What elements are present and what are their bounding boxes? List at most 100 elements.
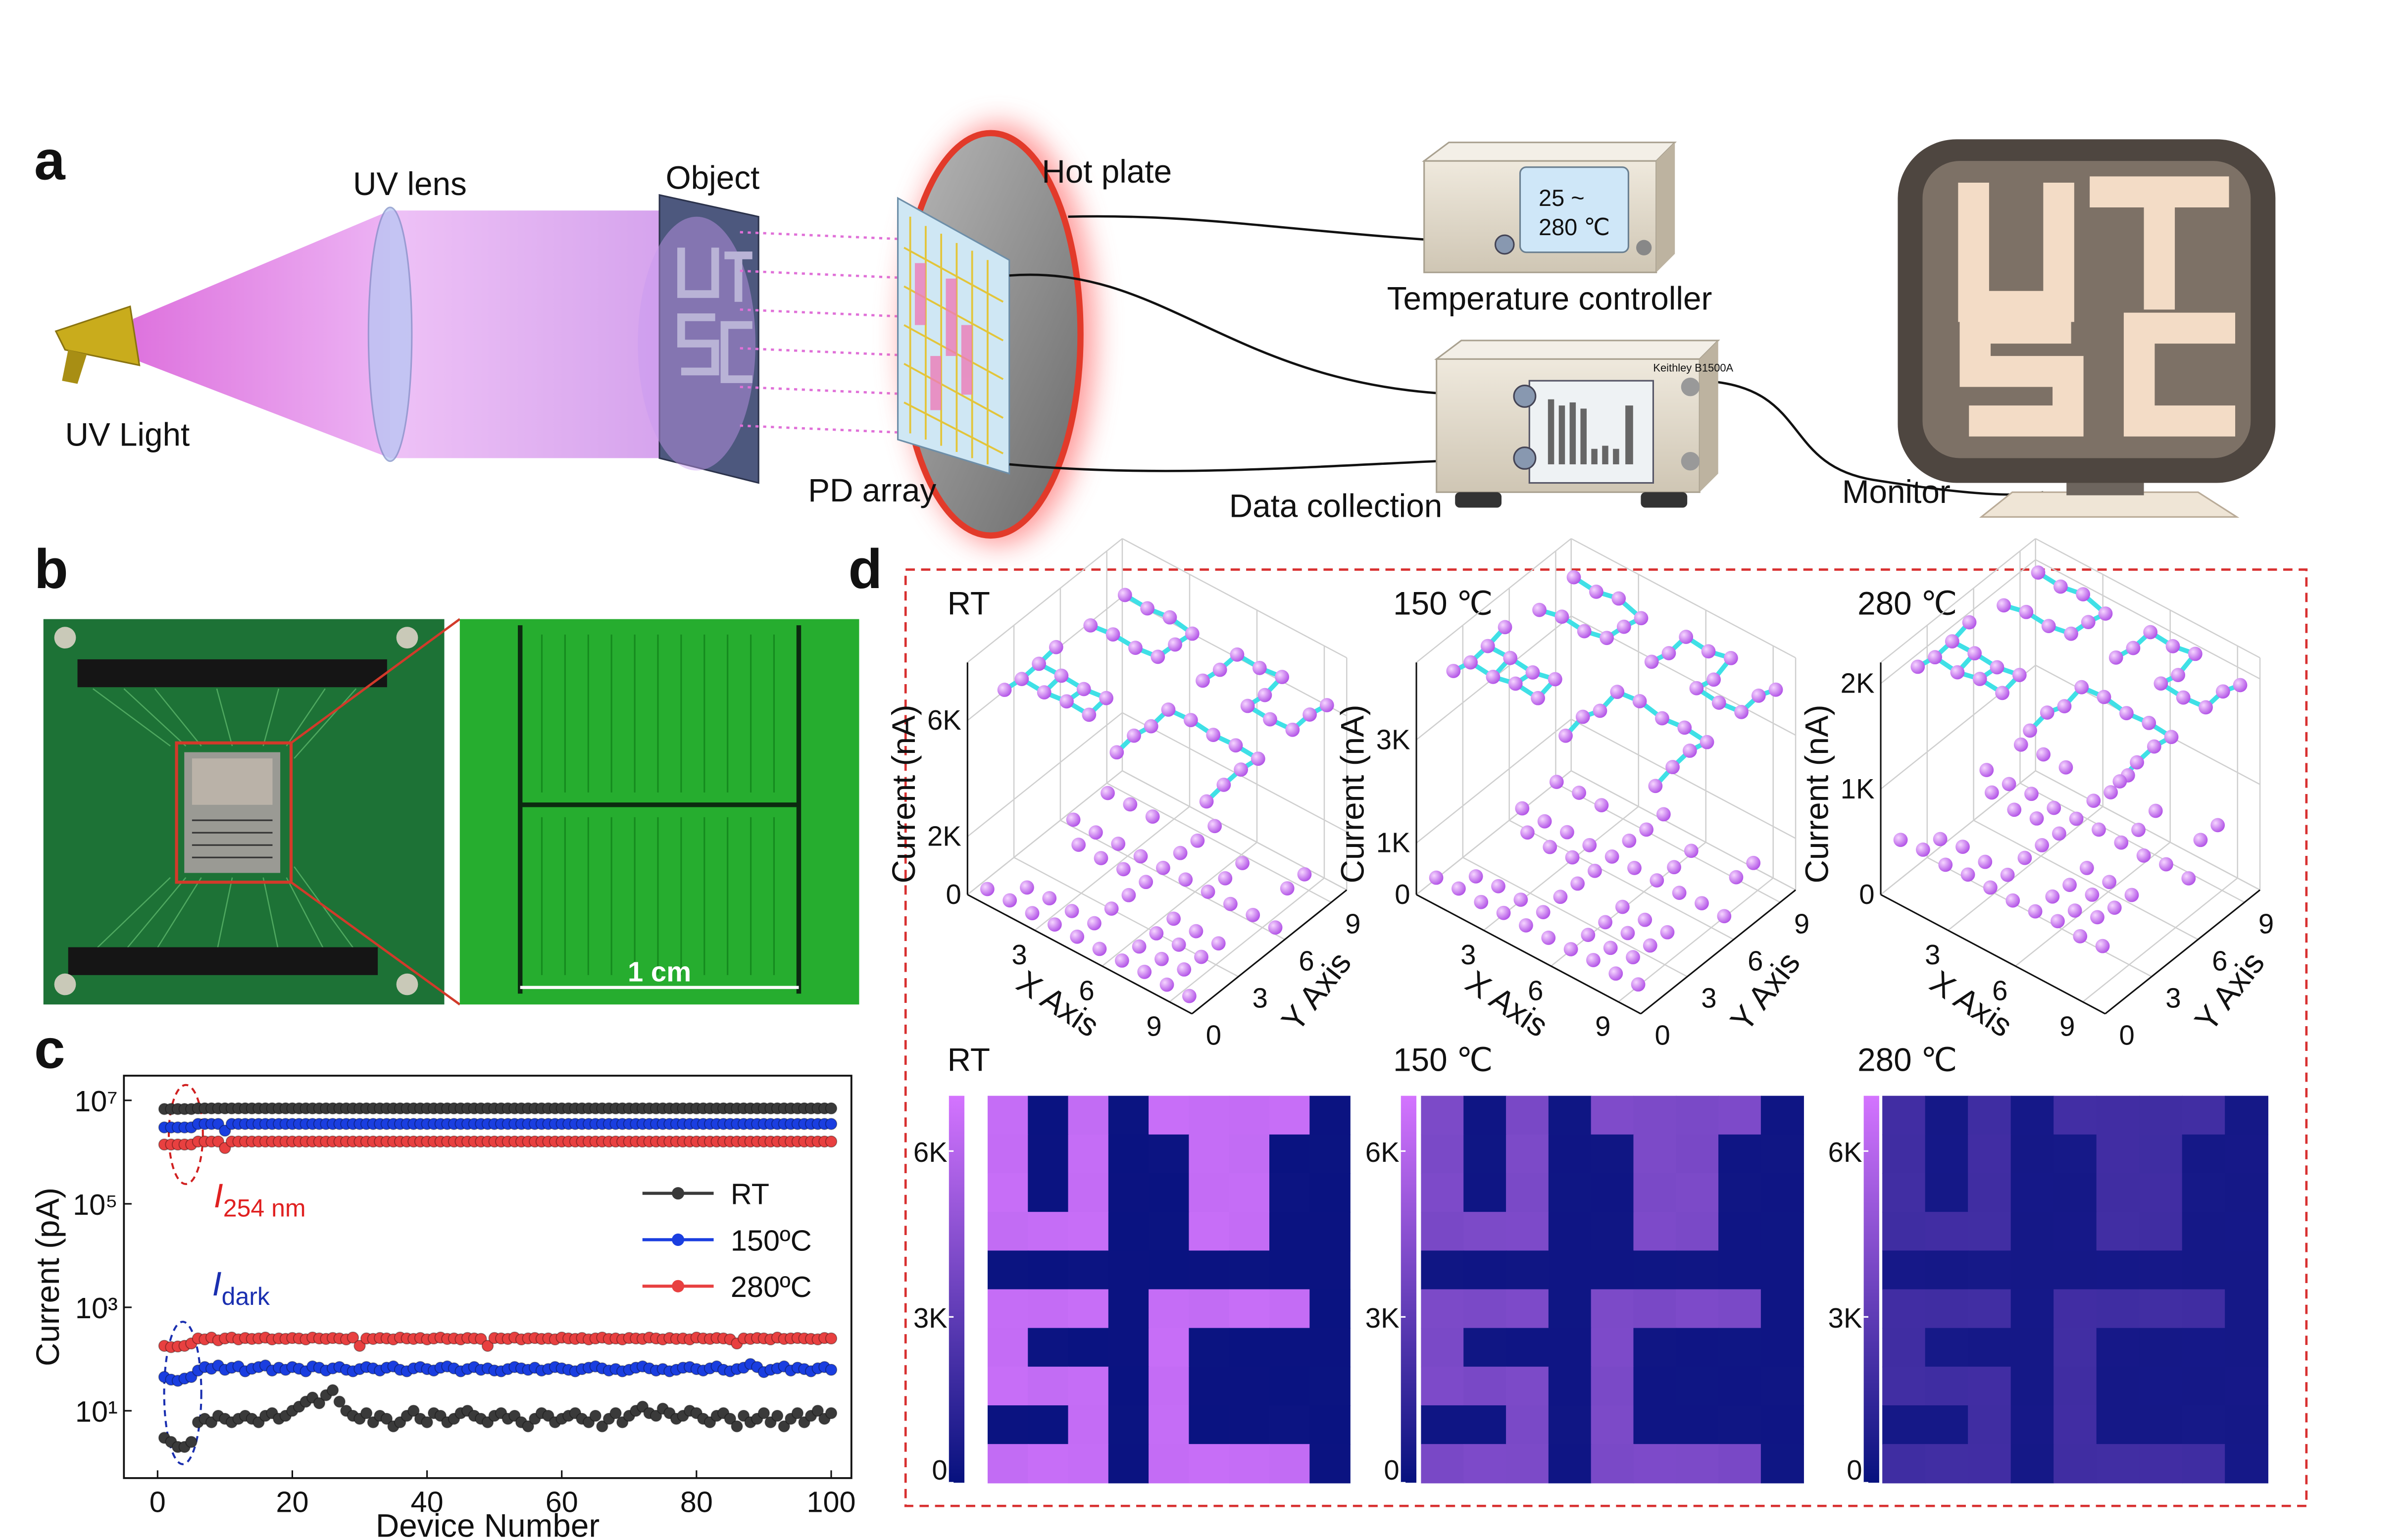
panel-label: d	[849, 538, 883, 600]
axis-edge	[2035, 538, 2260, 658]
data-point	[1679, 630, 1694, 644]
heatmap-cell	[1028, 1250, 1069, 1290]
data-point	[1945, 634, 1959, 648]
heatmap-cell	[1718, 1289, 1762, 1329]
data-point	[1159, 977, 1174, 992]
heatmap-cell	[1925, 1366, 1969, 1406]
heatmap-cell	[1149, 1095, 1190, 1136]
data-point	[1553, 890, 1568, 904]
heatmap-cell	[1028, 1134, 1069, 1174]
heatmap-cell	[987, 1134, 1029, 1174]
data-point	[1700, 735, 1714, 749]
object-pattern	[677, 248, 752, 383]
data-point	[1032, 656, 1046, 671]
data-point	[1644, 654, 1659, 669]
data-point	[1094, 851, 1108, 865]
heatmap-cell	[1028, 1444, 1069, 1484]
data-point	[421, 1416, 433, 1429]
heatmap-cell	[1189, 1328, 1230, 1368]
data-point	[2090, 910, 2104, 925]
label: Hot plate	[1042, 153, 1172, 190]
y-axis-title: Y Axis	[2188, 945, 2271, 1038]
data-point	[380, 1412, 393, 1425]
legend-label: 280ºC	[731, 1270, 812, 1303]
data-point	[1319, 698, 1334, 712]
instrument-side	[1700, 340, 1718, 493]
heatmap-cell	[1882, 1405, 1926, 1445]
knob	[1681, 377, 1700, 397]
data-point	[1520, 825, 1535, 840]
data-point	[1121, 888, 1136, 902]
heatmap-cell	[2139, 1173, 2183, 1213]
colorbar-label: 3K	[1828, 1302, 1862, 1334]
data-point	[1661, 646, 1676, 660]
heatmap-cell	[1506, 1328, 1550, 1368]
colorbar-label: 6K	[1365, 1137, 1400, 1168]
data-point	[1626, 950, 1640, 965]
heatmap-cell	[1068, 1095, 1109, 1136]
data-point	[481, 1340, 494, 1352]
data-point	[1257, 688, 1272, 702]
heatmap-cell	[1968, 1366, 2011, 1406]
grid-line	[1880, 559, 2036, 684]
heatmap-cell	[1108, 1212, 1150, 1251]
z-tick-label: 0	[1859, 879, 1874, 910]
data-point	[2053, 579, 2068, 594]
heatmap-cell	[1421, 1405, 1464, 1445]
heatmap-cell	[1309, 1212, 1351, 1251]
data-point	[2041, 619, 2056, 634]
data-point	[1117, 588, 1132, 602]
y-tick-label: 10³	[75, 1292, 118, 1325]
data-point	[1933, 832, 1948, 846]
heatmap-cell	[1028, 1289, 1069, 1329]
grid-line	[1973, 820, 2199, 940]
heatmap-cell	[1925, 1444, 1969, 1484]
knob	[1513, 447, 1537, 470]
heatmap-cell	[1269, 1212, 1310, 1251]
heatmap-cell	[1676, 1289, 1719, 1329]
data-point	[522, 1420, 534, 1433]
data-point	[650, 1409, 662, 1422]
heatmap-cell	[1968, 1095, 2011, 1136]
micro-electrodes	[541, 634, 775, 975]
uv-cone	[133, 210, 391, 458]
data-point	[1706, 672, 1721, 687]
heatmap-cell	[2225, 1212, 2268, 1251]
heatmap-cell	[1149, 1405, 1190, 1445]
heatmap-cell	[1760, 1289, 1804, 1329]
data-point	[1302, 707, 1317, 722]
heatmap-cell	[2139, 1405, 2183, 1445]
heatmap-cell	[2053, 1212, 2097, 1251]
x-tick-label: 40	[411, 1486, 444, 1519]
data-point	[1558, 728, 1573, 743]
knob	[1513, 384, 1537, 408]
heatmap-cell	[1108, 1405, 1150, 1445]
data-point	[1695, 896, 1709, 910]
heatmap-cell	[1309, 1095, 1351, 1136]
y-tick-label: 9	[1794, 908, 1809, 939]
heatmap-cell	[2225, 1444, 2268, 1484]
data-point	[1268, 920, 1283, 935]
heatmap-cell	[1925, 1095, 1969, 1136]
data-point	[2126, 641, 2141, 655]
heatmap-cell	[2139, 1134, 2183, 1174]
data-point	[2108, 650, 2123, 665]
data-point	[1582, 838, 1597, 852]
heatmap-cell	[1760, 1366, 1804, 1406]
data-point	[1144, 719, 1158, 734]
data-point	[2085, 888, 2100, 902]
data-point	[1183, 713, 1198, 728]
heatmap-cell	[1882, 1444, 1926, 1484]
heatmap-cell	[1269, 1405, 1310, 1445]
grid-line	[1509, 820, 1734, 940]
data-point	[1577, 624, 1592, 639]
heatmap-cell	[1463, 1134, 1507, 1174]
heatmap-cell	[1028, 1405, 1069, 1445]
heatmap-cell	[2096, 1095, 2140, 1136]
data-point	[1275, 670, 1290, 684]
data-point	[2073, 929, 2088, 944]
data-point	[1549, 775, 1564, 789]
heatmap-cell	[2010, 1328, 2054, 1368]
data-point	[1207, 819, 1222, 834]
data-point	[1560, 825, 1574, 840]
